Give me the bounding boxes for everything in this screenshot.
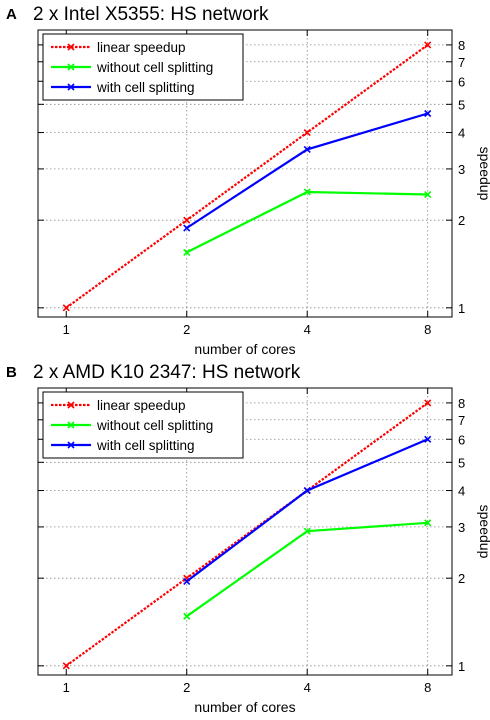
y-tick-label: 8 <box>458 396 465 411</box>
x-tick-label: 1 <box>63 322 70 337</box>
data-point <box>183 577 191 585</box>
data-point <box>183 216 191 224</box>
x-tick-label: 1 <box>63 680 70 695</box>
data-point <box>424 519 432 527</box>
y-tick-label: 3 <box>458 520 465 535</box>
legend: linear speedup without cell splitting with… <box>42 33 244 101</box>
y-tick-label: 6 <box>458 74 465 89</box>
y-tick-label: 5 <box>458 97 465 112</box>
x-tick-label: 8 <box>424 680 431 695</box>
data-point <box>424 190 432 199</box>
legend-entry: linear speedup <box>97 398 186 413</box>
data-point <box>303 486 311 495</box>
y-tick-label: 6 <box>458 432 465 447</box>
chart-title: 2 x Intel X5355: HS network <box>33 4 269 25</box>
panel-label: B <box>6 364 17 381</box>
y-tick-label: 7 <box>458 55 465 70</box>
x-tick-label: 4 <box>304 322 311 337</box>
data-point <box>303 188 311 196</box>
x-tick-label: 2 <box>183 322 190 337</box>
data-point <box>424 41 432 49</box>
data-point <box>183 612 191 620</box>
y-tick-label: 1 <box>458 659 465 674</box>
y-tick-label: 4 <box>458 126 465 141</box>
series-linear-speedup <box>62 41 432 312</box>
axes-box <box>37 387 453 676</box>
series-with-cell-splitting <box>183 109 432 232</box>
x-axis-label: number of cores <box>194 341 295 357</box>
legend: linear speedup without cell splitting with… <box>42 391 244 459</box>
y-tick-label: 7 <box>458 413 465 428</box>
y-tick-label: 2 <box>458 213 465 228</box>
data-point <box>424 109 432 118</box>
data-point <box>183 224 191 232</box>
legend-marker <box>67 63 75 71</box>
data-point <box>183 248 191 256</box>
y-tick-label: 3 <box>458 162 465 177</box>
y-tick-label: 4 <box>458 484 465 499</box>
y-axis-label: speedup <box>477 505 490 559</box>
data-point <box>62 662 70 670</box>
axes-box <box>37 29 453 318</box>
data-point <box>303 527 311 535</box>
legend-box <box>42 391 244 459</box>
data-point <box>303 128 311 137</box>
series-line <box>65 44 429 309</box>
legend-entry: with cell splitting <box>96 438 195 453</box>
legend-marker <box>67 401 75 409</box>
y-tick-label: 2 <box>458 571 465 586</box>
legend-entry: linear speedup <box>97 40 186 55</box>
y-tick-label: 1 <box>458 301 465 316</box>
x-axis-label: number of cores <box>194 699 295 715</box>
data-point <box>62 304 70 312</box>
series-with-cell-splitting <box>183 435 432 585</box>
y-axis-label: speedup <box>477 147 490 201</box>
legend-entry: with cell splitting <box>96 80 195 95</box>
x-tick-label: 2 <box>183 680 190 695</box>
data-point <box>303 145 311 153</box>
panel-label: A <box>6 6 17 23</box>
data-point <box>424 435 432 443</box>
legend-marker <box>67 441 75 449</box>
data-point <box>424 399 432 407</box>
series-line <box>65 402 429 667</box>
series-without-cell-splitting <box>183 188 432 256</box>
legend-marker <box>67 83 75 91</box>
legend-entry: without cell splitting <box>96 418 213 433</box>
legend-marker <box>67 43 75 51</box>
y-tick-label: 5 <box>458 455 465 470</box>
x-tick-label: 8 <box>424 322 431 337</box>
legend-entry: without cell splitting <box>96 60 213 75</box>
series-without-cell-splitting <box>183 519 432 620</box>
chart-title: 2 x AMD K10 2347: HS network <box>33 362 301 383</box>
y-tick-label: 8 <box>458 38 465 53</box>
legend-marker <box>67 421 75 429</box>
x-tick-label: 4 <box>304 680 311 695</box>
